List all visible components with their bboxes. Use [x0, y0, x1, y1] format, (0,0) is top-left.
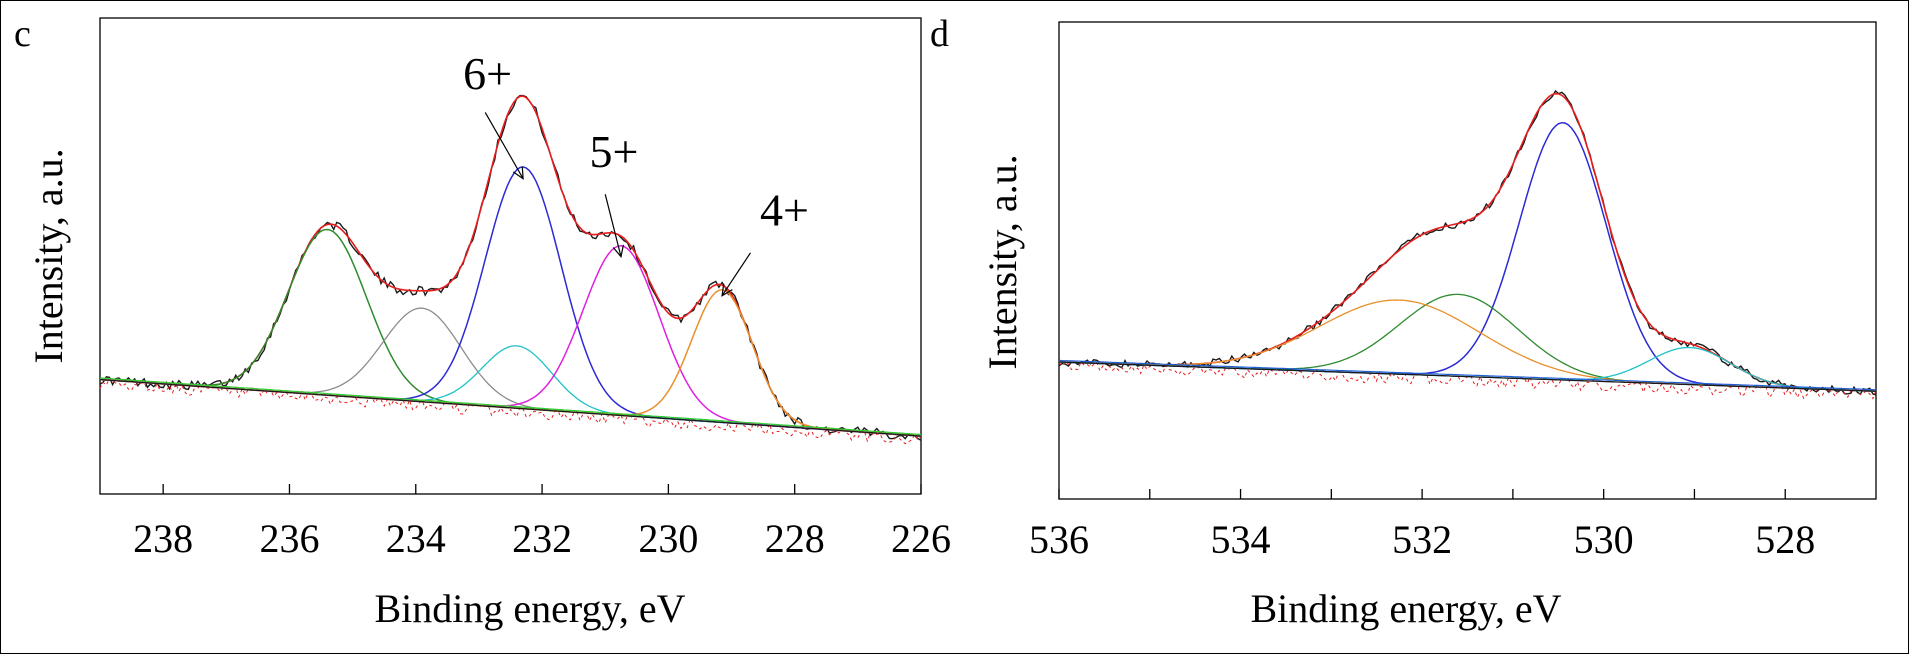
- panel-c-series-residual: [99, 377, 922, 445]
- panel-d-ylabel: Intensity, a.u.: [980, 154, 1025, 369]
- panel-c-tick-label-230: 230: [638, 516, 698, 561]
- panel-d-tick-label-528: 528: [1755, 517, 1815, 562]
- panel-c-series-background: [99, 378, 922, 437]
- panel-d-series-envelope: [1058, 92, 1877, 392]
- panel-d-tick-label-536: 536: [1029, 517, 1089, 562]
- panel-d-series-experimental: [1058, 89, 1877, 396]
- panel-d-series-background-fit: [1058, 359, 1877, 391]
- panel-c-plot-area: [99, 17, 922, 495]
- panel-c-chart: c 238 236 234 232 230 228 226 6+ 5+ 4+ Binding e…: [14, 13, 951, 631]
- annotation-arrow-6plus: [484, 112, 524, 179]
- panel-d-chart: d 536 534 532 530 528 Binding energy, eV Int…: [930, 13, 1877, 631]
- panel-c-tick-label-228: 228: [765, 516, 825, 561]
- annotation-label-6plus: 6+: [463, 48, 512, 99]
- panel-d-letter: d: [930, 13, 949, 55]
- annotation-label-5plus: 5+: [589, 126, 638, 177]
- panel-c-tick-label-234: 234: [386, 516, 446, 561]
- panel-c-x-ticks: 238 236 234 232 230 228 226: [133, 484, 951, 561]
- panel-c-ylabel: Intensity, a.u.: [26, 148, 71, 363]
- panel-d-series-background: [1058, 361, 1877, 392]
- panel-d-tick-label-530: 530: [1574, 517, 1634, 562]
- panel-d-series-peak-530-4: [1058, 121, 1877, 392]
- panel-c-xlabel: Binding energy, eV: [374, 586, 685, 631]
- annotation-arrow-5plus: [604, 194, 622, 257]
- panel-d-tick-label-534: 534: [1211, 517, 1271, 562]
- annotation-label-4plus: 4+: [760, 185, 809, 236]
- panel-c-series-peak-229-1-4-: [99, 289, 922, 437]
- panel-d-plot-area: [1058, 21, 1877, 500]
- panel-c-series-group: [99, 94, 922, 445]
- panel-d-series-group: [1058, 89, 1877, 400]
- panel-d-xlabel: Binding energy, eV: [1250, 586, 1561, 631]
- panel-c-letter: c: [14, 13, 31, 55]
- panel-d-x-ticks: 536 534 532 530 528: [1029, 489, 1815, 562]
- panel-c-tick-label-226: 226: [891, 516, 951, 561]
- panel-c-tick-label-236: 236: [259, 516, 319, 561]
- annotation-arrow-4plus: [721, 252, 751, 297]
- panel-c-tick-label-232: 232: [512, 516, 572, 561]
- annotation-arrowhead-5plus: [612, 244, 624, 259]
- panel-c-series-background-fit: [99, 377, 922, 436]
- panel-c-tick-label-238: 238: [133, 516, 193, 561]
- panel-d-tick-label-532: 532: [1392, 517, 1452, 562]
- panel-c-annotations: 6+ 5+ 4+: [463, 48, 809, 297]
- annotation-arrowhead-6plus: [512, 166, 524, 180]
- panel-c-series-peak-233-9: [99, 307, 922, 437]
- annotation-arrowhead-4plus: [721, 283, 733, 297]
